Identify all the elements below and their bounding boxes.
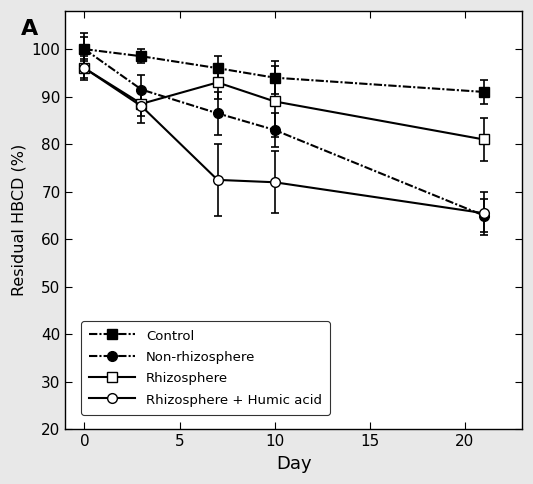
Control xyxy=(214,65,221,71)
Non-rhizosphere xyxy=(81,46,87,52)
Legend: Control, Non-rhizosphere, Rhizosphere, Rhizosphere + Humic acid: Control, Non-rhizosphere, Rhizosphere, R… xyxy=(81,321,330,414)
Control xyxy=(81,46,87,52)
Control xyxy=(481,89,487,95)
Rhizosphere + Humic acid xyxy=(481,210,487,216)
Line: Rhizosphere + Humic acid: Rhizosphere + Humic acid xyxy=(79,63,489,218)
Rhizosphere xyxy=(481,136,487,142)
Line: Rhizosphere: Rhizosphere xyxy=(79,63,489,144)
X-axis label: Day: Day xyxy=(276,455,311,473)
Non-rhizosphere xyxy=(138,87,144,92)
Rhizosphere xyxy=(138,101,144,106)
Line: Non-rhizosphere: Non-rhizosphere xyxy=(79,44,489,220)
Non-rhizosphere xyxy=(214,110,221,116)
Rhizosphere + Humic acid xyxy=(81,65,87,71)
Rhizosphere + Humic acid xyxy=(214,177,221,183)
Control xyxy=(271,75,278,80)
Text: A: A xyxy=(21,19,38,39)
Rhizosphere + Humic acid xyxy=(271,180,278,185)
Non-rhizosphere xyxy=(271,127,278,133)
Rhizosphere + Humic acid xyxy=(138,103,144,109)
Rhizosphere xyxy=(271,99,278,105)
Non-rhizosphere xyxy=(481,212,487,218)
Line: Control: Control xyxy=(79,44,489,97)
Rhizosphere xyxy=(81,65,87,71)
Control xyxy=(138,53,144,59)
Y-axis label: Residual HBCD (%): Residual HBCD (%) xyxy=(11,144,26,296)
Rhizosphere xyxy=(214,79,221,85)
